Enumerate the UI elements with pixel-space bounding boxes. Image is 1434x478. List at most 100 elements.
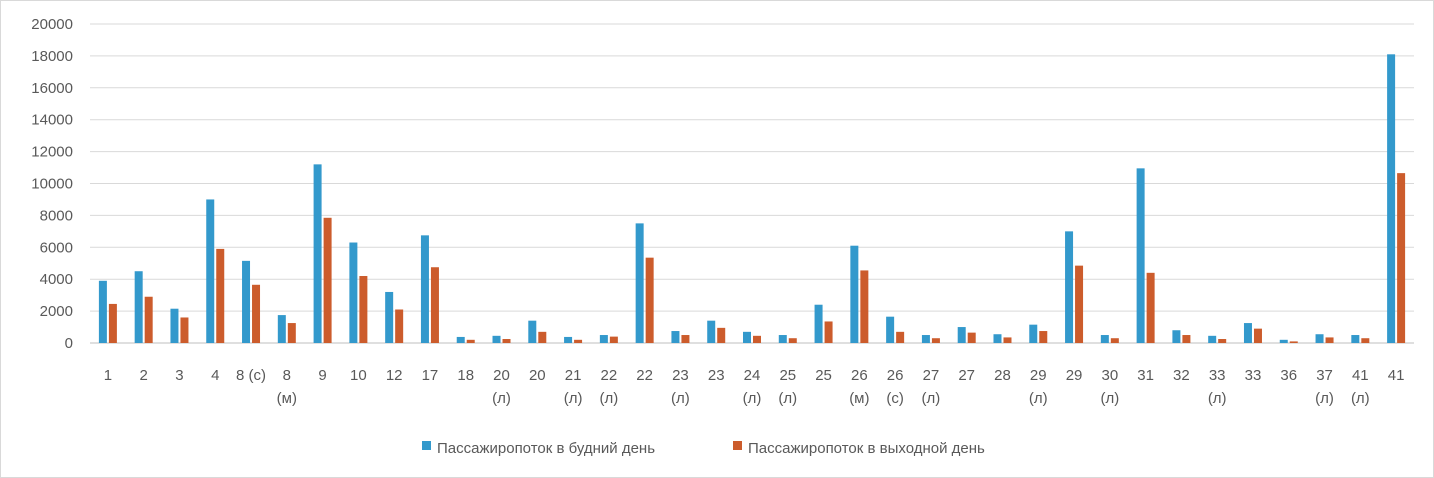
bar-weekend <box>1110 338 1119 343</box>
bar-weekend <box>681 335 690 343</box>
bar-weekend <box>323 217 332 343</box>
bar-weekend <box>1146 272 1155 343</box>
bar-weekday <box>1315 334 1324 343</box>
bar-weekday <box>1243 323 1252 343</box>
x-tick-label: 24 <box>744 367 761 384</box>
bar-weekday <box>456 336 465 343</box>
x-tick-label: (с) <box>886 390 904 407</box>
bar-weekday <box>349 242 358 343</box>
x-tick-label: (л) <box>778 390 797 407</box>
x-tick-label: 31 <box>1137 367 1154 384</box>
bar-weekend <box>967 332 976 343</box>
x-tick-label: (л) <box>1208 390 1227 407</box>
x-tick-label: (л) <box>599 390 618 407</box>
bar-weekday <box>993 334 1002 343</box>
bars <box>98 54 1406 344</box>
x-tick-label: 17 <box>422 367 439 384</box>
bar-weekday <box>170 308 179 343</box>
bar-weekend <box>1325 337 1334 343</box>
bar-weekday <box>635 223 644 343</box>
x-tick-label: (л) <box>492 390 511 407</box>
bar-weekend <box>860 270 869 343</box>
bar-weekend <box>1039 331 1048 343</box>
x-tick-label: 27 <box>958 367 975 384</box>
x-tick-label: 33 <box>1209 367 1226 384</box>
x-tick-label: 4 <box>211 367 219 384</box>
bar-weekend <box>359 276 368 343</box>
x-tick-label: 33 <box>1245 367 1262 384</box>
bar-weekend <box>753 335 761 343</box>
x-tick-label: 25 <box>779 367 796 384</box>
legend-label: Пассажиропоток в будний день <box>437 440 655 457</box>
legend: Пассажиропоток в будний день Пассажиропот… <box>422 440 985 457</box>
x-tick-label: 22 <box>601 367 618 384</box>
bar-weekday <box>671 331 680 343</box>
bar-weekday <box>1208 335 1217 343</box>
bar-weekend <box>824 321 833 343</box>
bar-weekday <box>206 199 215 343</box>
bar-weekend <box>645 257 654 343</box>
bar-weekend <box>287 323 296 343</box>
bar-weekday <box>778 335 787 343</box>
bar-weekend <box>502 339 511 343</box>
bar-weekday <box>886 316 895 343</box>
bar-weekday <box>1029 324 1038 343</box>
x-tick-label: 29 <box>1066 367 1083 384</box>
bar-weekday <box>242 260 251 343</box>
y-tick-label: 0 <box>65 335 73 352</box>
x-tick-label: 29 <box>1030 367 1047 384</box>
bar-weekend <box>144 296 153 343</box>
y-tick-label: 2000 <box>40 303 73 320</box>
x-tick-label: (л) <box>1029 390 1048 407</box>
bar-weekday <box>707 320 716 343</box>
bar-weekday <box>814 304 823 343</box>
bar-weekend <box>609 336 618 343</box>
bar-weekend <box>1003 337 1012 343</box>
x-tick-label: (л) <box>1100 390 1119 407</box>
x-tick-label: 8 (с) <box>236 367 266 384</box>
bar-weekend <box>931 338 940 343</box>
bar-weekend <box>574 339 583 343</box>
bar-weekday <box>134 271 143 343</box>
bar-weekday <box>385 291 394 343</box>
bar-weekend <box>180 317 189 343</box>
y-tick-label: 12000 <box>31 144 73 161</box>
legend-swatch <box>733 441 742 450</box>
bar-weekend <box>395 309 404 343</box>
bar-weekday <box>1136 168 1145 343</box>
x-tick-label: (м) <box>277 390 297 407</box>
x-tick-label: (л) <box>922 390 941 407</box>
bar-weekend <box>788 338 797 343</box>
bar-weekday <box>1387 54 1396 344</box>
x-tick-label: 23 <box>672 367 689 384</box>
y-tick-label: 6000 <box>40 239 73 256</box>
x-tick-label: 2 <box>140 367 148 384</box>
bar-weekend <box>1182 335 1191 343</box>
bar-weekday <box>1065 231 1074 343</box>
x-tick-label: 37 <box>1316 367 1333 384</box>
bar-weekday <box>98 280 107 343</box>
x-tick-label: (л) <box>1351 390 1370 407</box>
bar-weekday <box>599 335 608 343</box>
y-tick-label: 16000 <box>31 80 73 97</box>
x-tick-label: 32 <box>1173 367 1190 384</box>
bar-weekend <box>1397 173 1406 343</box>
bar-weekday <box>1100 335 1109 343</box>
bar-weekday <box>743 331 751 343</box>
x-tick-label: 30 <box>1101 367 1118 384</box>
x-tick-label: 25 <box>815 367 832 384</box>
x-tick-label: 41 <box>1388 367 1405 384</box>
bar-weekend <box>896 331 905 343</box>
bar-weekday <box>420 235 429 343</box>
x-tick-label: 21 <box>565 367 582 384</box>
gridlines <box>90 23 1414 344</box>
bar-weekday <box>492 335 501 343</box>
x-tick-label: 20 <box>493 367 510 384</box>
x-tick-label: (м) <box>849 390 869 407</box>
y-tick-label: 4000 <box>40 271 73 288</box>
x-tick-label: 3 <box>175 367 183 384</box>
x-tick-label: 20 <box>529 367 546 384</box>
